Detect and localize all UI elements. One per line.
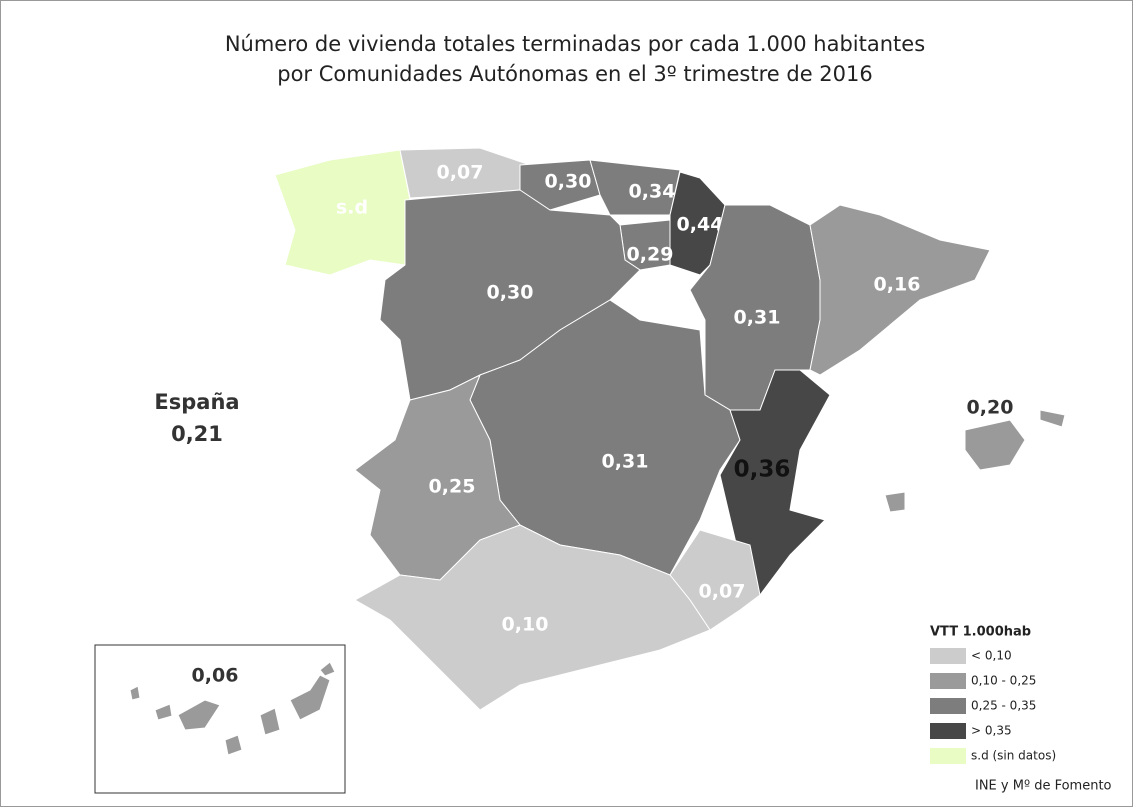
title-line: Número de vivienda totales terminadas po… — [225, 32, 925, 56]
region-label: 0,07 — [437, 162, 484, 184]
legend-label: 0,25 - 0,35 — [971, 699, 1036, 713]
region-label: 0,07 — [699, 581, 746, 603]
source: INE y Mº de Fomento — [975, 779, 1112, 794]
legend-title: VTT 1.000hab — [930, 625, 1031, 640]
region-label: 0,31 — [602, 451, 649, 473]
national-name: España — [154, 390, 239, 414]
regions: s.d 0,07 0,30 0,340,440,29 0,30 0,31 0,16 0,31 0… — [129, 147, 1066, 756]
region-label: 0,10 — [502, 614, 549, 636]
region-label: 0,36 — [734, 457, 791, 483]
legend-label: 0,10 - 0,25 — [971, 674, 1036, 688]
region — [719, 369, 831, 596]
region-label: 0,25 — [429, 476, 476, 498]
region — [589, 159, 681, 216]
legend-swatch — [930, 698, 966, 714]
region — [319, 661, 336, 677]
region-label: 0,30 — [545, 171, 592, 193]
region — [154, 703, 173, 721]
region — [964, 419, 1026, 471]
region — [809, 204, 991, 376]
title-line: por Comunidades Autónomas en el 3º trime… — [277, 62, 873, 86]
region — [519, 159, 601, 211]
region — [274, 149, 411, 276]
region — [884, 491, 906, 513]
region-label: s.d — [336, 197, 368, 219]
region-label: 0,31 — [734, 307, 781, 329]
legend-swatch — [930, 723, 966, 739]
region — [129, 685, 141, 701]
region — [289, 674, 331, 721]
region — [259, 707, 281, 736]
canarias-box — [94, 644, 346, 794]
region-label: 0,06 — [192, 665, 239, 687]
region-label: 0,34 — [629, 181, 676, 203]
legend-label: > 0,35 — [971, 724, 1012, 738]
region — [224, 734, 243, 756]
region-label: 0,29 — [627, 244, 674, 266]
region-label: 0,20 — [967, 397, 1014, 419]
region — [177, 699, 221, 731]
legend-label: s.d (sin datos) — [971, 749, 1056, 763]
legend-swatch — [930, 748, 966, 764]
region-label: 0,16 — [874, 274, 921, 296]
legend-swatch — [930, 673, 966, 689]
region-label: 0,44 — [677, 214, 724, 236]
legend-swatch — [930, 648, 966, 664]
legend: VTT 1.000hab < 0,10 0,10 - 0,25 0,25 - 0,35… — [930, 625, 1056, 764]
national-value: 0,21 — [171, 422, 223, 446]
region-label: 0,30 — [487, 282, 534, 304]
legend-label: < 0,10 — [971, 649, 1012, 663]
region — [353, 524, 711, 711]
region — [1039, 409, 1066, 428]
